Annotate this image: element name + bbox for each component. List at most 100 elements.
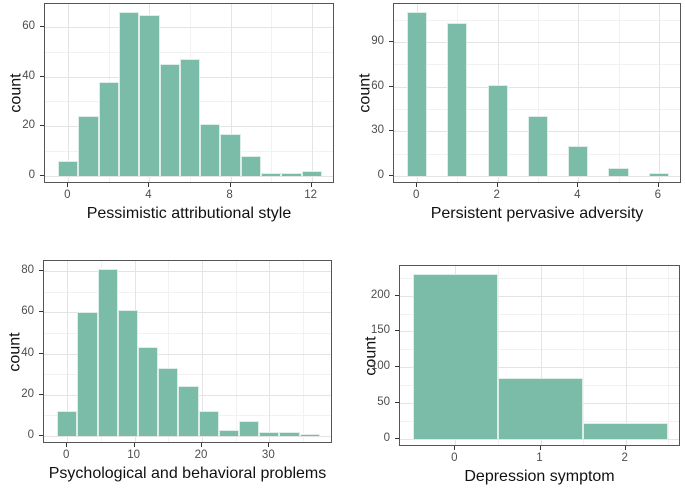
y-axis-label: count: [355, 3, 377, 183]
histogram-bar: [220, 133, 241, 176]
y-tick-label: 0: [28, 168, 35, 181]
grid-minor-line: [394, 64, 680, 66]
panel-persistent-pervasive-adversity: count Persistent pervasive adversity 0 2 4…: [343, 0, 685, 245]
y-tick-label: 40: [21, 346, 34, 359]
x-tick-mark: [148, 183, 150, 187]
x-tick-mark: [496, 183, 498, 187]
grid-major-line: [201, 261, 203, 442]
grid-major-line: [311, 4, 313, 182]
x-tick-label: 12: [304, 189, 318, 201]
histogram-bar: [200, 123, 221, 176]
x-tick-mark: [67, 183, 69, 187]
x-tick-mark: [310, 183, 312, 187]
x-tick-label: 0: [412, 189, 420, 201]
y-tick-label: 60: [22, 20, 35, 33]
histogram-bar: [137, 347, 159, 436]
histogram-bar: [58, 160, 79, 176]
y-tick-label: 20: [22, 119, 35, 132]
grid-minor-line: [583, 266, 585, 445]
y-tick-mark: [395, 402, 399, 403]
y-tick-label: 0: [27, 428, 34, 441]
histogram-bar: [139, 14, 160, 176]
histogram-bar: [57, 411, 78, 436]
y-tick-label: 0: [383, 431, 390, 444]
panel-depression-symptom: count Depression symptom 0 1 2 0 50 100 150 200: [343, 245, 685, 489]
x-tick-mark: [416, 183, 418, 187]
y-tick-label: 30: [371, 124, 384, 137]
y-tick-label: 100: [370, 360, 390, 373]
grid-minor-line: [538, 4, 539, 182]
x-tick-label: 1: [536, 452, 543, 464]
y-tick-mark: [40, 125, 44, 127]
histogram-bar: [77, 312, 98, 436]
y-tick-label: 40: [22, 69, 35, 82]
x-tick-mark: [133, 443, 135, 447]
x-tick-label: 0: [63, 449, 70, 461]
y-tick-mark: [40, 75, 44, 77]
histogram-bar: [259, 431, 280, 436]
y-tick-mark: [395, 437, 399, 439]
grid-minor-line: [668, 266, 670, 445]
histogram-bar: [218, 429, 240, 436]
x-tick-mark: [229, 183, 231, 187]
y-tick-mark: [389, 40, 393, 42]
plot-area: [399, 265, 680, 446]
y-tick-label: 50: [377, 396, 390, 408]
y-tick-label: 60: [371, 79, 384, 92]
grid-minor-line: [400, 277, 679, 279]
grid-minor-line: [271, 4, 273, 182]
grid-major-line: [269, 261, 271, 442]
histogram-bar: [412, 274, 498, 439]
x-axis-title: Pessimistic attributional style: [86, 205, 292, 222]
grid-major-line: [45, 175, 333, 177]
x-tick-label: 2: [621, 452, 628, 464]
panel-psychological-behavioral-problems: count Psychological and behavioral probl…: [0, 245, 343, 489]
histogram-bar: [301, 170, 322, 176]
y-tick-mark: [395, 366, 399, 368]
y-tick-mark: [40, 174, 44, 176]
y-tick-label: 20: [21, 387, 34, 400]
histogram-bar: [648, 172, 669, 176]
grid-major-line: [578, 4, 580, 182]
grid-major-line: [44, 271, 331, 273]
y-tick-mark: [389, 130, 393, 132]
histogram-bar: [117, 310, 138, 436]
grid-major-line: [394, 86, 680, 88]
grid-major-line: [68, 4, 70, 182]
y-tick-mark: [39, 352, 43, 354]
x-tick-mark: [657, 183, 659, 187]
histogram-bar: [447, 22, 468, 176]
y-tick-label: 90: [371, 34, 384, 47]
x-axis-title: Psychological and behavioral problems: [48, 465, 327, 482]
y-tick-mark: [395, 294, 399, 296]
histogram-bar: [568, 146, 589, 176]
x-tick-label: 0: [64, 189, 71, 201]
x-tick-mark: [268, 443, 270, 447]
x-axis-title: Depression symptom: [464, 468, 615, 485]
y-tick-mark: [389, 85, 393, 87]
grid-minor-line: [497, 266, 499, 445]
grid-major-line: [44, 312, 331, 314]
grid-major-line: [230, 4, 232, 182]
histogram-bar: [583, 423, 669, 439]
grid-minor-line: [44, 291, 331, 293]
y-tick-label: 80: [21, 264, 34, 277]
grid-major-line: [625, 266, 627, 445]
histogram-bar: [407, 12, 428, 176]
histogram-bar: [497, 377, 584, 439]
grid-minor-line: [394, 19, 680, 21]
histogram-bar: [159, 64, 180, 176]
histogram-bar: [158, 367, 179, 436]
histogram-bar: [179, 59, 201, 176]
histogram-bar: [281, 173, 302, 176]
histogram-bar: [178, 386, 199, 436]
y-tick-label: 60: [21, 305, 34, 318]
x-tick-mark: [200, 443, 202, 447]
grid-minor-line: [44, 374, 331, 376]
y-tick-label: 200: [370, 288, 390, 301]
y-tick-mark: [39, 393, 43, 395]
y-tick-mark: [40, 26, 44, 28]
x-tick-label: 8: [226, 189, 233, 201]
